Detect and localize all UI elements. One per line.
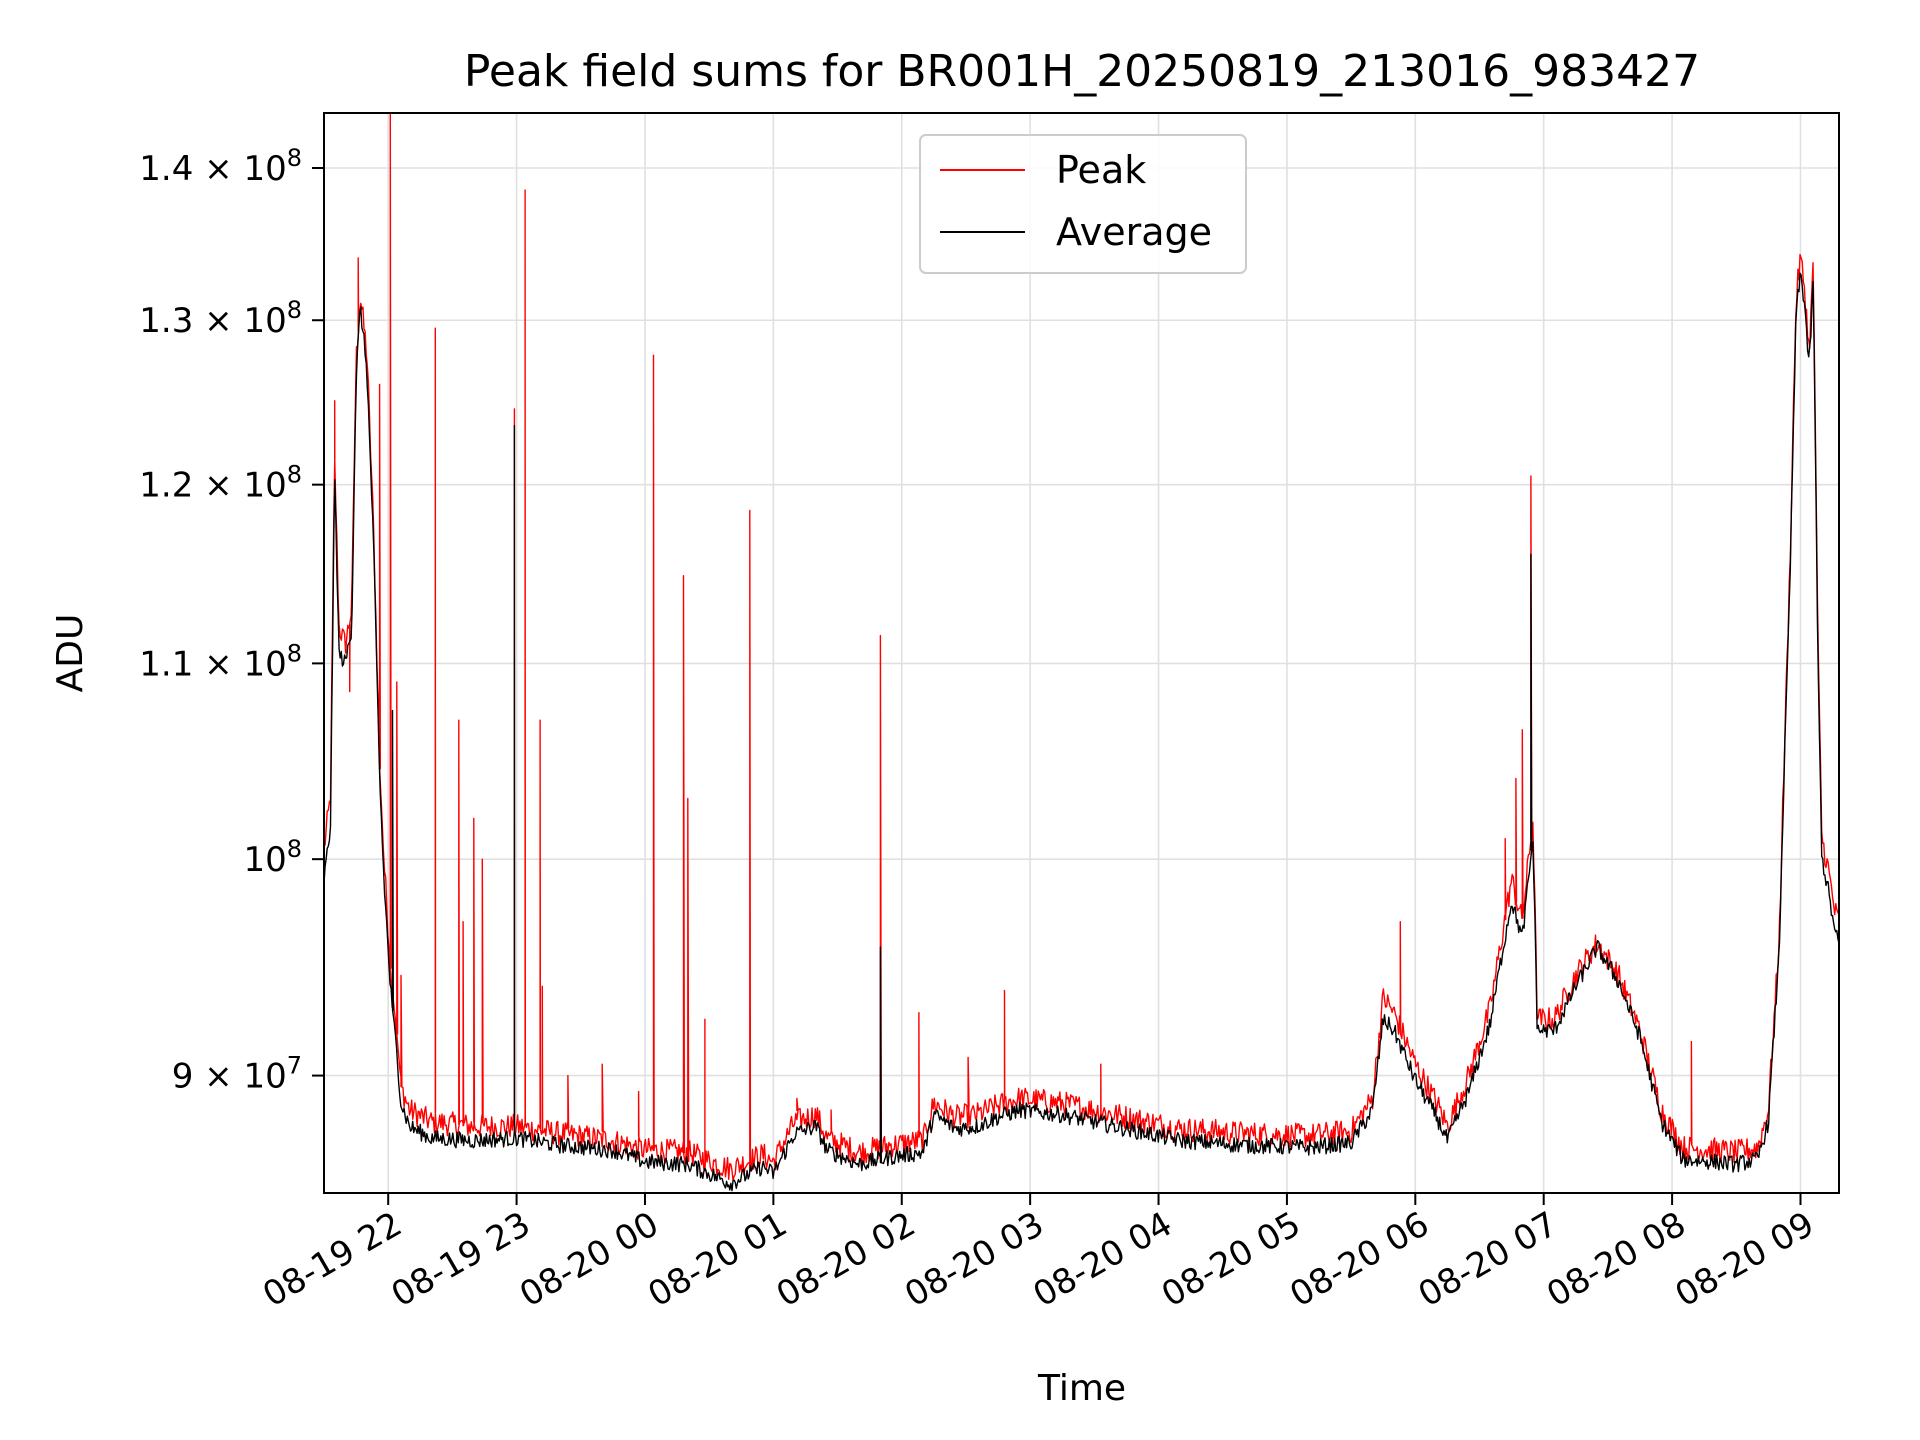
plot-frame [323,112,1840,1194]
y-tick-label-exponent: 7 [287,1052,302,1080]
y-tick-label-base: 10 [243,840,286,880]
y-tick-label-base: 9 × 10 [172,1057,287,1097]
y-tick-label: 9 × 107 [172,1052,302,1097]
y-tick-label-exponent: 8 [287,296,302,324]
y-tick-label: 108 [243,835,302,880]
legend-label-average: Average [1056,210,1212,254]
chart-title: Peak field sums for BR001H_20250819_2130… [464,46,1700,97]
y-tick-label-exponent: 8 [287,144,302,172]
y-tick-label: 1.1 × 108 [139,639,302,684]
y-tick-label-base: 1.3 × 10 [139,301,286,341]
x-axis-title: Time [1037,1368,1126,1409]
y-tick-label-exponent: 8 [287,639,302,667]
y-tick-label-exponent: 8 [287,461,302,489]
series-line-average [323,272,1840,1192]
gridlines [324,113,1839,1193]
y-tick-label: 1.3 × 108 [139,296,302,341]
y-tick-label-exponent: 8 [287,835,302,863]
y-axis-title: ADU [50,614,91,693]
legend-label-peak: Peak [1056,148,1146,192]
y-tick-label-base: 1.4 × 10 [139,149,286,189]
series-line-peak [324,112,1840,1181]
y-tick-label: 1.4 × 108 [139,144,302,189]
y-tick-label: 1.2 × 108 [139,461,302,506]
y-tick-label-base: 1.2 × 10 [139,466,286,506]
series-layer [323,112,1840,1192]
y-tick-label-base: 1.1 × 10 [139,644,286,684]
legend: Peak Average [919,134,1247,274]
